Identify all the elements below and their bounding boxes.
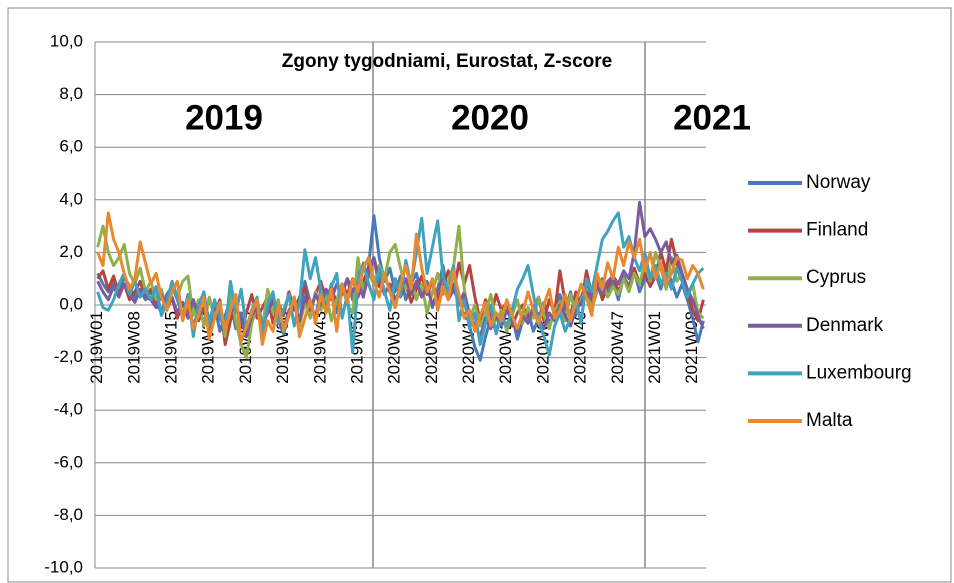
- y-tick-label: -10,0: [44, 557, 83, 576]
- chart-title: Zgony tygodniami, Eurostat, Z-score: [282, 51, 612, 72]
- year-label: 2020: [451, 98, 529, 137]
- series-line: [96, 224, 705, 360]
- year-label: 2021: [673, 98, 751, 137]
- y-tick-label: 8,0: [59, 84, 83, 103]
- x-tick-label: 2021W01: [645, 311, 664, 384]
- x-tick-label: 2020W47: [608, 311, 627, 384]
- x-tick-label: 2019W08: [124, 311, 143, 384]
- y-tick-label: -8,0: [54, 505, 83, 524]
- series-line: [96, 211, 705, 346]
- legend-label: Norway: [806, 172, 871, 193]
- legend-label: Cyprus: [806, 267, 866, 288]
- y-tick-label: 10,0: [50, 31, 83, 50]
- x-tick-label: 2020W33: [533, 311, 552, 384]
- x-tick-label: 2020W40: [571, 311, 590, 384]
- legend-label: Malta: [806, 410, 853, 431]
- x-tick-label: 2020W05: [385, 311, 404, 384]
- legend-label: Denmark: [806, 315, 884, 336]
- y-tick-label: -2,0: [54, 347, 83, 366]
- x-tick-label: 2019W43: [310, 311, 329, 384]
- y-tick-label: 4,0: [59, 189, 83, 208]
- x-tick-label: 2019W50: [347, 311, 366, 384]
- y-tick-label: 6,0: [59, 137, 83, 156]
- series-line: [96, 211, 705, 357]
- x-tick-label: 2019W15: [162, 311, 181, 384]
- legend-label: Finland: [806, 220, 868, 241]
- legend-label: Luxembourg: [806, 362, 912, 383]
- x-tick-label: 2019W01: [87, 311, 106, 384]
- x-tick-label: 2020W26: [496, 311, 515, 384]
- y-tick-label: 0,0: [59, 294, 83, 313]
- y-tick-label: -6,0: [54, 452, 83, 471]
- y-tick-label: 2,0: [59, 242, 83, 261]
- year-label: 2019: [185, 98, 263, 137]
- x-tick-label: 2020W12: [422, 311, 441, 384]
- y-tick-label: -4,0: [54, 400, 83, 419]
- x-tick-label: 2019W36: [273, 311, 292, 384]
